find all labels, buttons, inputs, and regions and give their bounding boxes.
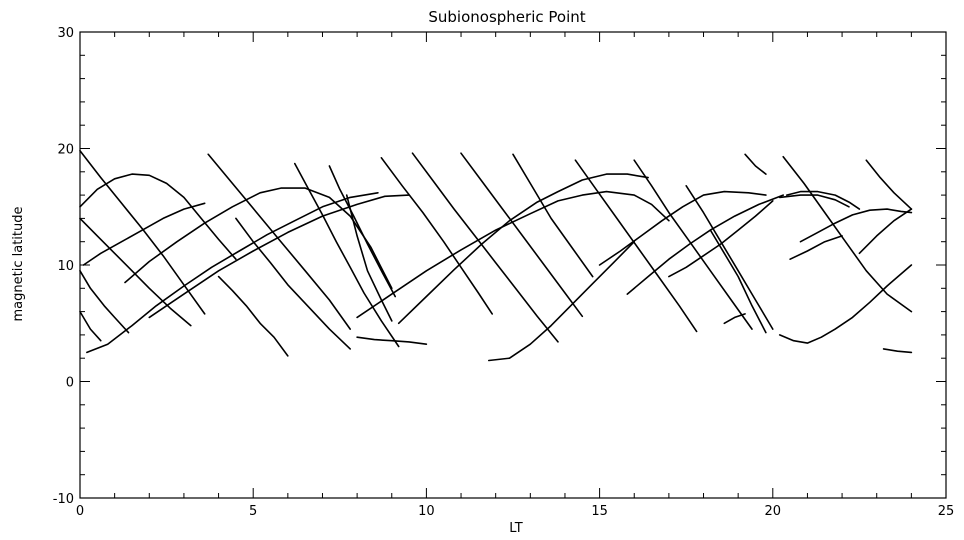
series-line-17	[380, 157, 494, 315]
data-series	[79, 150, 913, 362]
series-line-15	[345, 194, 393, 322]
series-line-8	[79, 269, 130, 334]
series-line-29	[685, 185, 774, 330]
x-tick-label: 0	[76, 504, 84, 519]
series-line-9	[79, 310, 102, 342]
series-line-2	[82, 202, 206, 266]
series-line-40	[723, 313, 746, 325]
x-tick-label: 15	[591, 504, 608, 519]
series-line-22	[397, 173, 649, 325]
x-tick-label: 25	[938, 504, 955, 519]
series-line-27	[668, 200, 774, 278]
y-axis-title: magnetic latitude	[11, 207, 26, 322]
y-tick-label: 0	[66, 376, 74, 391]
series-line-41	[882, 348, 913, 354]
series-line-26	[626, 194, 785, 295]
series-line-34	[785, 190, 861, 210]
series-line-24	[574, 159, 698, 333]
series-line-39	[789, 235, 843, 261]
series-line-18	[411, 152, 559, 343]
series-line-20	[487, 240, 636, 362]
series-line-4	[124, 187, 393, 290]
series-line-12	[217, 275, 289, 357]
x-axis-title: LT	[509, 521, 522, 536]
series-line-28	[633, 159, 753, 330]
y-tick-label: -10	[53, 492, 74, 507]
y-tick-label: 20	[57, 143, 74, 158]
series-line-36	[799, 208, 913, 243]
series-line-19	[460, 152, 584, 318]
y-tick-label: 30	[57, 26, 74, 41]
series-line-30	[709, 229, 767, 334]
series-line-35	[865, 159, 913, 210]
series-line-25	[598, 190, 767, 266]
x-tick-label: 10	[418, 504, 435, 519]
series-line-14	[328, 165, 397, 298]
series-line-16	[356, 336, 428, 346]
series-line-6	[79, 150, 206, 315]
series-line-1	[79, 173, 237, 261]
series-line-11	[235, 217, 352, 350]
series-line-23	[512, 153, 594, 278]
plot-frame	[79, 31, 947, 499]
x-tick-label: 5	[249, 504, 257, 519]
series-line-38	[858, 208, 913, 255]
series-line-3	[86, 192, 379, 354]
series-line-7	[79, 217, 192, 327]
series-line-10	[207, 153, 352, 330]
y-tick-label: 10	[57, 259, 74, 274]
x-tick-label: 20	[765, 504, 782, 519]
series-line-5	[148, 194, 410, 319]
series-line-31	[744, 153, 767, 175]
series-line-13	[293, 162, 400, 348]
series-line-32	[782, 155, 913, 313]
series-line-33	[778, 194, 850, 208]
series-line-37	[778, 264, 913, 344]
chart-title: Subionospheric Point	[428, 8, 585, 26]
